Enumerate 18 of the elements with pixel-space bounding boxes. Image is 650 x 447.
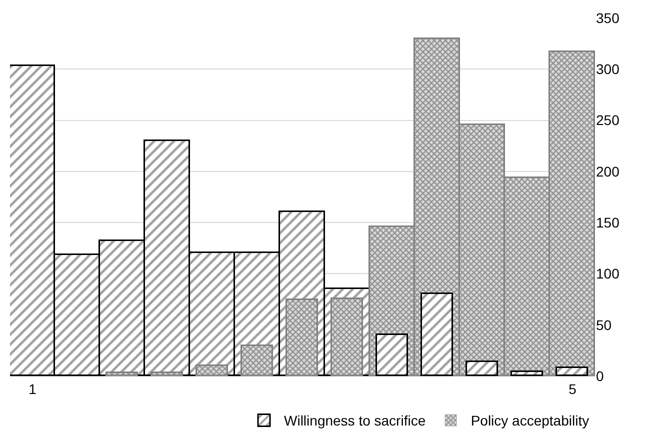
x-tick-label: 5 — [568, 380, 577, 397]
bar — [196, 364, 228, 376]
bar — [330, 298, 363, 376]
x-tick-label: 1 — [28, 380, 37, 397]
bar — [106, 372, 138, 376]
y-tick-label: 50 — [596, 316, 612, 333]
y-tick-label: 150 — [596, 214, 620, 230]
y-tick-label: 350 — [596, 10, 620, 26]
y-tick-label: 200 — [596, 163, 620, 180]
bar — [150, 372, 183, 376]
bar — [286, 298, 318, 376]
bar — [240, 344, 273, 376]
y-tick-label: 250 — [596, 112, 620, 128]
text: Policy acceptability — [470, 412, 590, 429]
y-tick-label: 100 — [596, 266, 620, 282]
text: Willingness to sacrifice — [284, 412, 426, 429]
y-tick-label: 0 — [596, 368, 604, 384]
y-tick-label: 300 — [596, 61, 620, 78]
